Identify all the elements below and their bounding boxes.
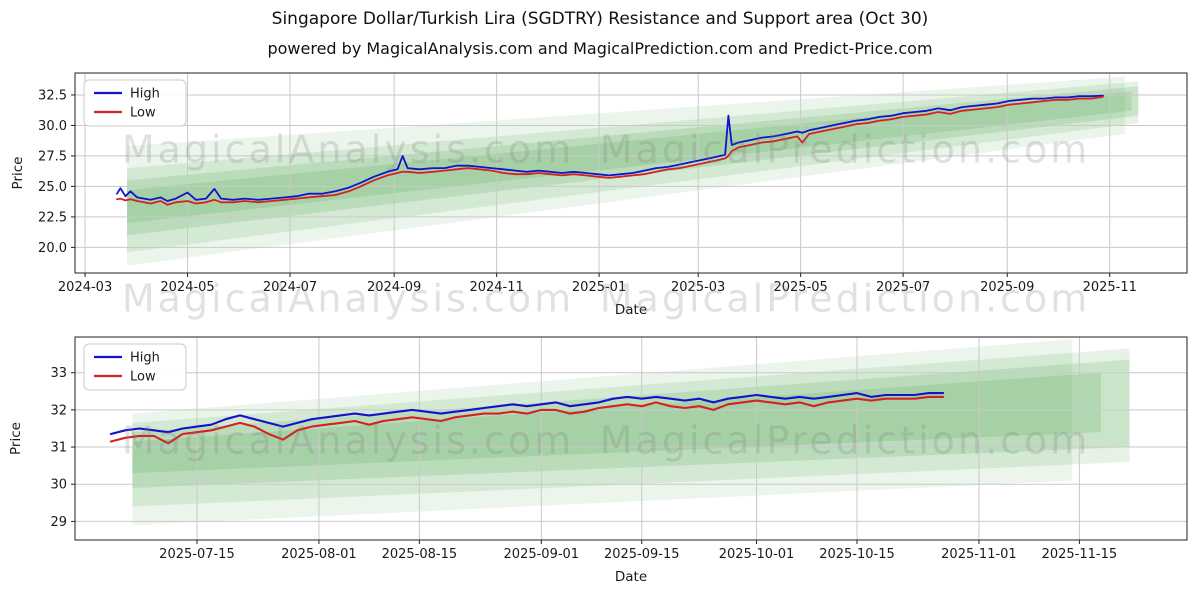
- watermarks: MagicalAnalysis.com MagicalPrediction.com…: [122, 128, 1091, 463]
- watermark-text: MagicalAnalysis.com: [122, 128, 574, 172]
- svg-text:32.5: 32.5: [38, 88, 67, 103]
- svg-text:2025-11: 2025-11: [1083, 280, 1137, 295]
- svg-text:2025-08-01: 2025-08-01: [281, 547, 357, 562]
- top-chart-axes: 2024-03 2024-05 2024-07 2024-09 2024-11 2025-…: [10, 88, 1137, 318]
- svg-text:2025-10-15: 2025-10-15: [819, 547, 895, 562]
- top-chart: 2024-03 2024-05 2024-07 2024-09 2024-11 2025-…: [10, 72, 1188, 318]
- watermark-text: MagicalAnalysis.com: [122, 277, 574, 321]
- svg-text:27.5: 27.5: [38, 149, 67, 164]
- top-chart-grid: [75, 73, 1187, 273]
- svg-text:32: 32: [50, 403, 67, 418]
- figure-title: Singapore Dollar/Turkish Lira (SGDTRY) R…: [271, 9, 929, 29]
- bottom-chart: 2025-07-15 2025-08-01 2025-08-15 2025-09-01…: [8, 336, 1188, 585]
- bottom-chart-ylabel: Price: [8, 422, 24, 455]
- top-chart-legend: High Low: [83, 79, 187, 127]
- svg-text:2025-08-15: 2025-08-15: [382, 547, 458, 562]
- bottom-chart-legend-high-label: High: [130, 351, 160, 366]
- svg-text:2025-09: 2025-09: [980, 280, 1034, 295]
- bottom-chart-axes: 2025-07-15 2025-08-01 2025-08-15 2025-09-01…: [8, 366, 1117, 585]
- svg-text:2024-09: 2024-09: [367, 280, 421, 295]
- top-chart-bands: [127, 76, 1139, 266]
- svg-text:2025-10-01: 2025-10-01: [719, 547, 795, 562]
- top-chart-xlabel: Date: [615, 302, 647, 318]
- top-chart-low-line: [116, 95, 1104, 206]
- svg-text:2024-11: 2024-11: [469, 280, 523, 295]
- figure-subtitle: powered by MagicalAnalysis.com and Magic…: [267, 39, 933, 58]
- bottom-chart-legend: High Low: [83, 343, 187, 391]
- bottom-chart-spines: [74, 336, 1188, 541]
- svg-text:33: 33: [50, 366, 67, 381]
- top-chart-ylabel: Price: [10, 157, 26, 190]
- svg-text:30.0: 30.0: [38, 119, 67, 134]
- bottom-chart-series: [109, 392, 945, 445]
- watermark-text: MagicalPrediction.com: [600, 128, 1091, 172]
- svg-text:2025-09-01: 2025-09-01: [504, 547, 580, 562]
- bottom-chart-xlabel: Date: [615, 569, 647, 585]
- svg-text:2025-07: 2025-07: [876, 280, 930, 295]
- top-chart-spines: [74, 72, 1188, 274]
- bottom-chart-grid: [75, 337, 1187, 540]
- watermark-text: MagicalPrediction.com: [600, 419, 1091, 463]
- svg-text:2024-03: 2024-03: [58, 280, 112, 295]
- bottom-chart-low-line: [109, 395, 945, 445]
- svg-text:2024-07: 2024-07: [263, 280, 317, 295]
- svg-text:2025-11-15: 2025-11-15: [1042, 547, 1118, 562]
- svg-text:2024-05: 2024-05: [160, 280, 214, 295]
- svg-text:25.0: 25.0: [38, 180, 67, 195]
- svg-text:2025-01: 2025-01: [572, 280, 626, 295]
- svg-text:29: 29: [50, 515, 67, 530]
- svg-text:2025-03: 2025-03: [671, 280, 725, 295]
- top-chart-series: [116, 94, 1104, 206]
- top-chart-high-line: [116, 94, 1104, 202]
- bottom-chart-legend-low-label: Low: [130, 370, 156, 385]
- svg-text:2025-11-01: 2025-11-01: [941, 547, 1017, 562]
- top-chart-legend-high-label: High: [130, 87, 160, 102]
- svg-text:30: 30: [50, 478, 67, 493]
- svg-text:22.5: 22.5: [38, 210, 67, 225]
- svg-text:20.0: 20.0: [38, 241, 67, 256]
- svg-text:2025-07-15: 2025-07-15: [159, 547, 235, 562]
- svg-text:2025-05: 2025-05: [773, 280, 827, 295]
- bottom-chart-bands: [132, 339, 1130, 526]
- watermark-text: MagicalAnalysis.com: [122, 419, 574, 463]
- top-chart-legend-low-label: Low: [130, 106, 156, 121]
- svg-text:31: 31: [50, 441, 67, 456]
- bottom-chart-high-line: [109, 392, 945, 436]
- svg-text:2025-09-15: 2025-09-15: [604, 547, 680, 562]
- watermark-text: MagicalPrediction.com: [600, 277, 1091, 321]
